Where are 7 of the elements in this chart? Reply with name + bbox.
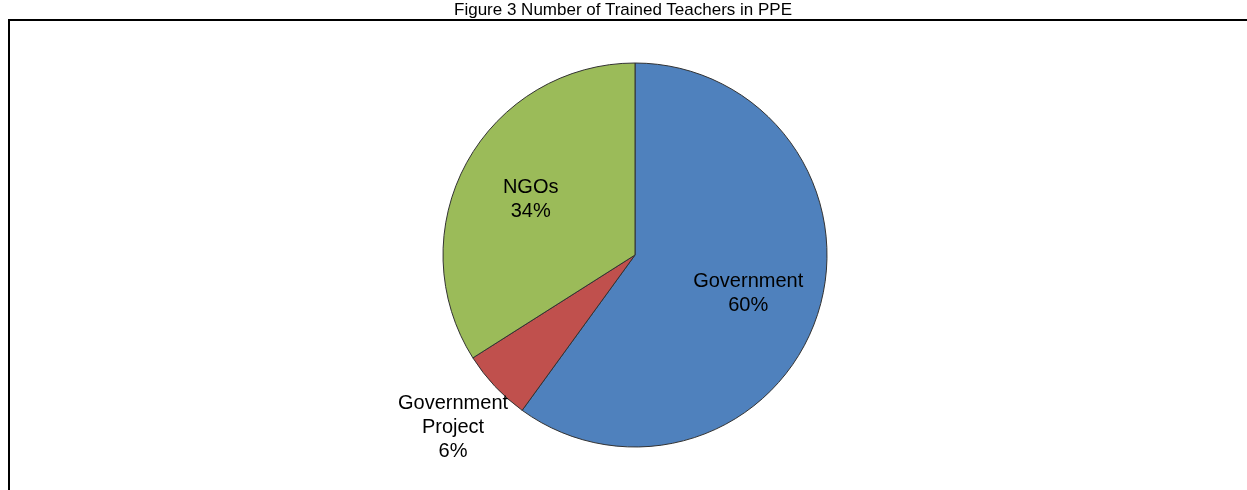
slice-label: Government Project — [398, 390, 509, 437]
data-label: 6% — [438, 438, 468, 461]
data-label: 34% — [510, 198, 551, 221]
slice-label: NGOs — [502, 174, 559, 197]
chart-title: Figure 3 Number of Trained Teachers in PPE — [454, 0, 792, 19]
slice-label: Government — [693, 268, 804, 291]
data-label: 60% — [728, 292, 769, 315]
